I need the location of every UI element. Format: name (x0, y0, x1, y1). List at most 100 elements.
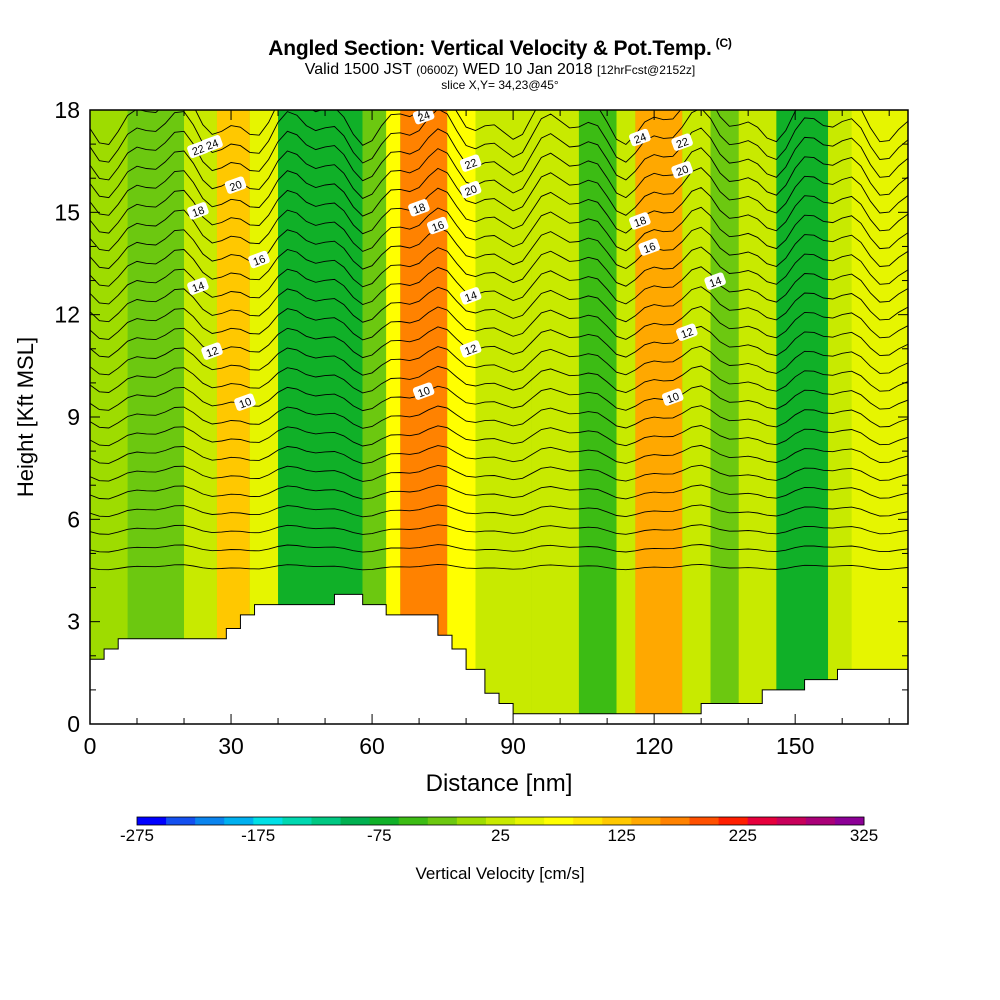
forecast-info: [12hrFcst@2152z] (597, 63, 696, 77)
isentrope-line (90, 365, 908, 394)
x-tick-label: 120 (635, 733, 673, 759)
isentrope-line (90, 484, 908, 500)
isentrope-label: 14 (187, 277, 209, 295)
velocity-band (386, 110, 401, 724)
isentrope-label-text: 12 (680, 326, 696, 341)
isentrope-label-text: 16 (252, 253, 268, 268)
isentrope-line (90, 186, 908, 235)
isentrope-label-text: 14 (463, 290, 479, 305)
colorbar-swatch (544, 817, 574, 825)
isentrope-label: 16 (248, 250, 270, 269)
isentrope-label-bg (459, 180, 482, 199)
isentrope-label-bg (629, 128, 651, 147)
x-axis-label: Distance [nm] (426, 770, 573, 797)
colorbar-swatch (398, 817, 429, 825)
isentrope-label: 10 (234, 393, 256, 411)
isentrope-label-text: 20 (675, 164, 691, 179)
valid-utc: (0600Z) (416, 63, 459, 77)
x-tick-label: 0 (84, 733, 97, 759)
isentrope-label-text: 14 (708, 275, 724, 290)
isentrope-label-text: 24 (205, 137, 221, 152)
colorbar-tick-label: -75 (367, 826, 392, 845)
isentrope-label-bg (459, 287, 482, 305)
isentrope-line (90, 563, 908, 571)
isentrope-label-bg (671, 161, 693, 179)
velocity-band (578, 110, 617, 724)
isentrope-label-text: 24 (416, 109, 432, 124)
colorbar-swatch (689, 817, 720, 825)
isentrope-label-bg (676, 323, 698, 341)
isentrope-label-text: 24 (633, 131, 649, 146)
y-axis: 0 3 6 9 12 15 18 (54, 97, 908, 737)
isentrope-line (90, 464, 908, 482)
velocity-band (738, 110, 777, 724)
isentrope-label-text: 16 (430, 219, 446, 234)
colorbar-swatch (456, 817, 487, 825)
isentrope-line (90, 167, 908, 217)
isentrope-line (90, 306, 908, 341)
isentrope-label-text: 12 (205, 345, 221, 360)
isentrope-label-text: 22 (463, 157, 479, 172)
title-units-tag: (C) (715, 36, 732, 50)
isentrope-label-bg (459, 154, 482, 172)
isentrope-label-bg (201, 342, 223, 360)
colorbar-swatch (660, 817, 691, 825)
isentrope-line (90, 345, 908, 376)
isentrope-label-bg (412, 382, 435, 400)
isentrope-label-text: 18 (191, 205, 207, 220)
isentrope-label: 14 (459, 287, 482, 305)
isentrope-label: 16 (426, 216, 449, 235)
colorbar (136, 816, 865, 826)
isentrope-line (90, 110, 908, 146)
isentrope-label: 16 (638, 238, 661, 256)
colorbar-swatch (195, 817, 225, 825)
isentrope-line (90, 385, 908, 412)
colorbar-tick-label: -175 (241, 826, 276, 845)
isentrope-label-bg (661, 388, 684, 406)
isentrope-label: 10 (412, 382, 435, 400)
colorbar-swatch (340, 817, 371, 825)
isentrope-line (90, 226, 908, 270)
colorbar-swatch (747, 817, 778, 825)
velocity-band (828, 110, 852, 724)
x-tick-label: 90 (500, 733, 526, 759)
isentrope-label-bg (638, 238, 661, 256)
isentrope-label-bg (412, 110, 435, 125)
isentrope-label-text: 12 (463, 343, 479, 358)
colorbar-swatch (776, 817, 807, 825)
isentrope-line (90, 246, 908, 288)
colorbar-swatch (485, 817, 516, 825)
isentrope-label-text: 16 (642, 241, 658, 256)
velocity-band (362, 110, 387, 724)
isentrope-label-bg (234, 393, 256, 411)
isentrope-line (90, 425, 908, 447)
colorbar-swatch (311, 817, 342, 825)
isentrope-label-text: 22 (191, 143, 207, 158)
isentrope-label: 10 (661, 388, 684, 406)
isentrope-label: 22 (671, 133, 693, 151)
isentrope-label: 20 (671, 161, 693, 179)
colorbar-swatch (805, 817, 836, 825)
y-tick-label: 18 (54, 97, 80, 123)
colorbar-swatch (137, 817, 167, 825)
velocity-band (184, 110, 217, 724)
isentrope-label: 12 (676, 323, 698, 341)
colorbar-swatch (253, 817, 283, 825)
velocity-band (616, 110, 636, 724)
colorbar-swatch (602, 817, 632, 825)
isentrope-label-text: 10 (665, 391, 681, 406)
velocity-band (475, 110, 532, 724)
isentrope-label-bg (704, 272, 726, 290)
colorbar-tick-label: 325 (849, 826, 879, 845)
velocity-band (710, 110, 739, 724)
colorbar-tick-label: 225 (728, 826, 758, 845)
terrain-mask (89, 593, 909, 725)
isentrope-label: 24 (201, 135, 223, 153)
isentrope-line (90, 127, 908, 182)
isentrope-label: 12 (201, 342, 223, 360)
valid-time: Valid 1500 JST (304, 61, 412, 78)
isentrope-label-text: 22 (675, 136, 691, 151)
isentrope-line (90, 405, 908, 429)
isentrope-line (90, 444, 908, 465)
velocity-band (127, 110, 185, 724)
